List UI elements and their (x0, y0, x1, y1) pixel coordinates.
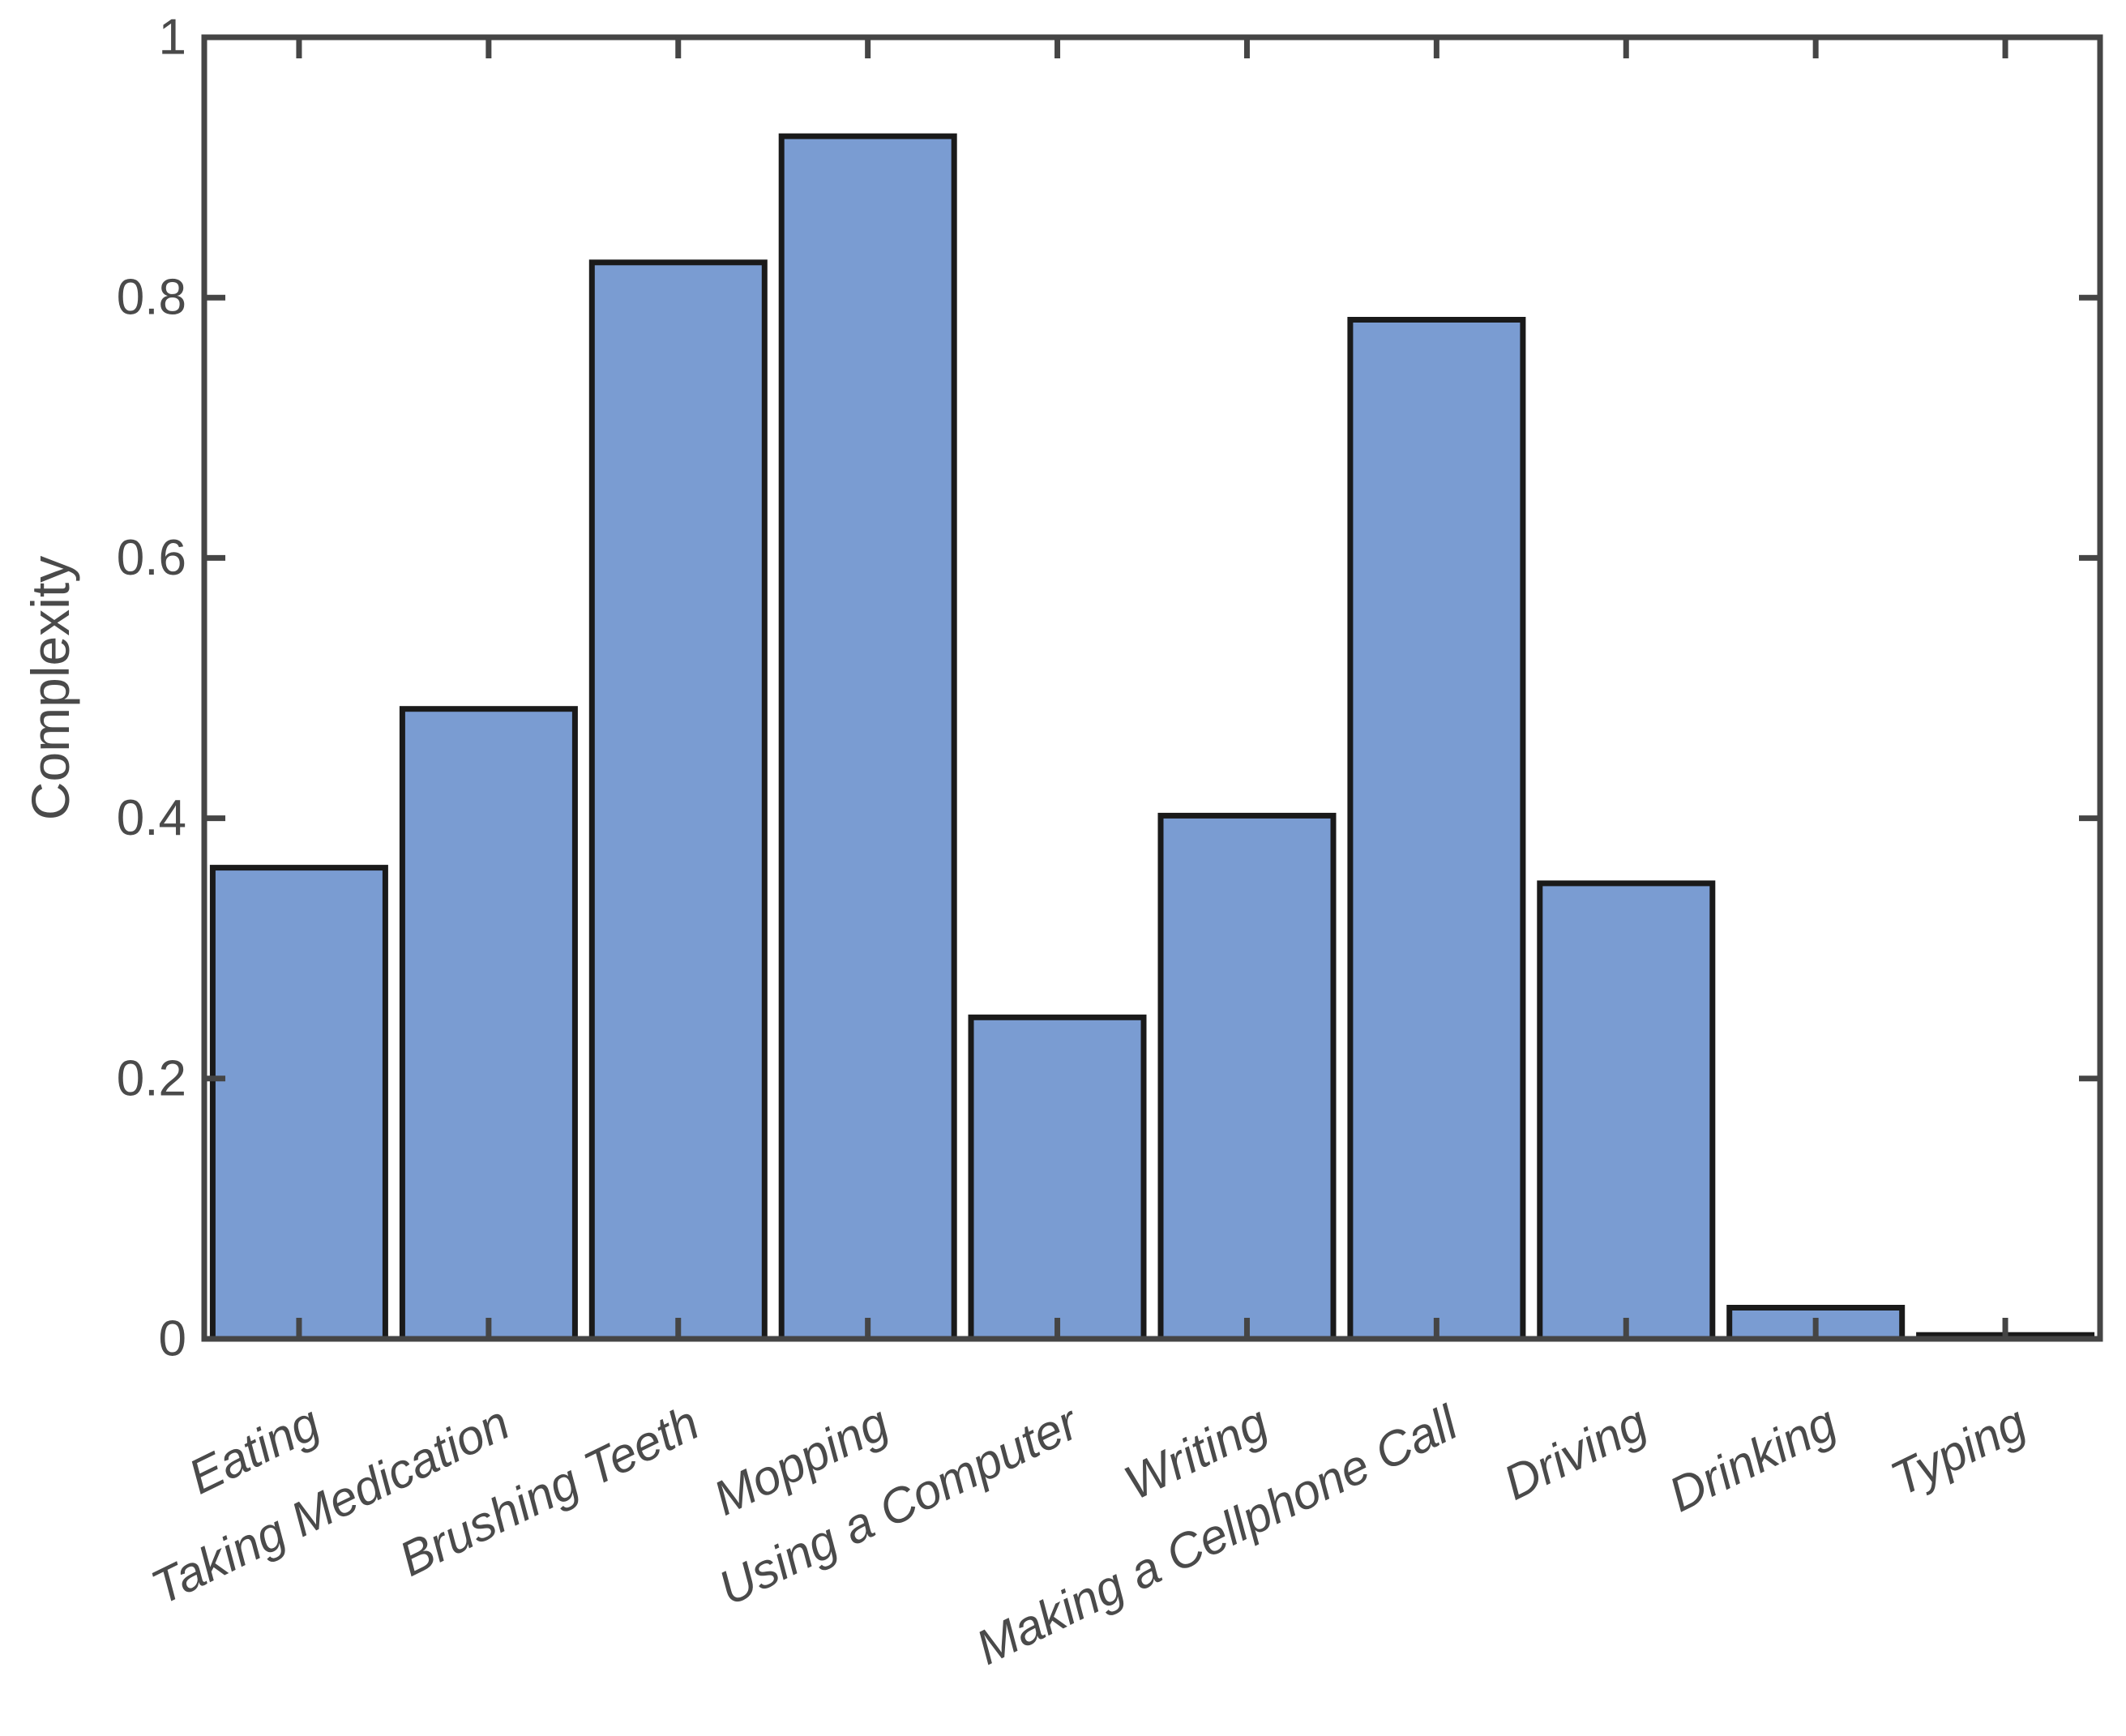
y-tick-label: 0.2 (117, 1050, 186, 1106)
y-tick-label: 0 (159, 1311, 186, 1367)
bar-brushing-teeth (588, 259, 768, 1342)
y-axis-label: Complexity (20, 556, 80, 820)
bar-taking-medication (399, 706, 578, 1342)
x-tick-label: Drinking (1661, 1395, 1845, 1522)
bar-driving (1537, 880, 1716, 1342)
bar-eating (209, 865, 388, 1342)
bar-writing (1157, 812, 1337, 1342)
y-tick-label: 1 (159, 10, 186, 66)
x-tick-label: Typing (1883, 1395, 2034, 1506)
y-tick-label: 0.6 (117, 530, 186, 586)
y-tick-label: 0.8 (117, 270, 186, 326)
x-tick-label: Driving (1495, 1395, 1655, 1510)
bar-using-a-computer (968, 1014, 1147, 1342)
bar-mopping (778, 133, 957, 1342)
y-tick-label: 0.4 (117, 790, 186, 846)
axes-box (201, 34, 2103, 1342)
bar-making-a-cellphone-call (1347, 317, 1526, 1342)
